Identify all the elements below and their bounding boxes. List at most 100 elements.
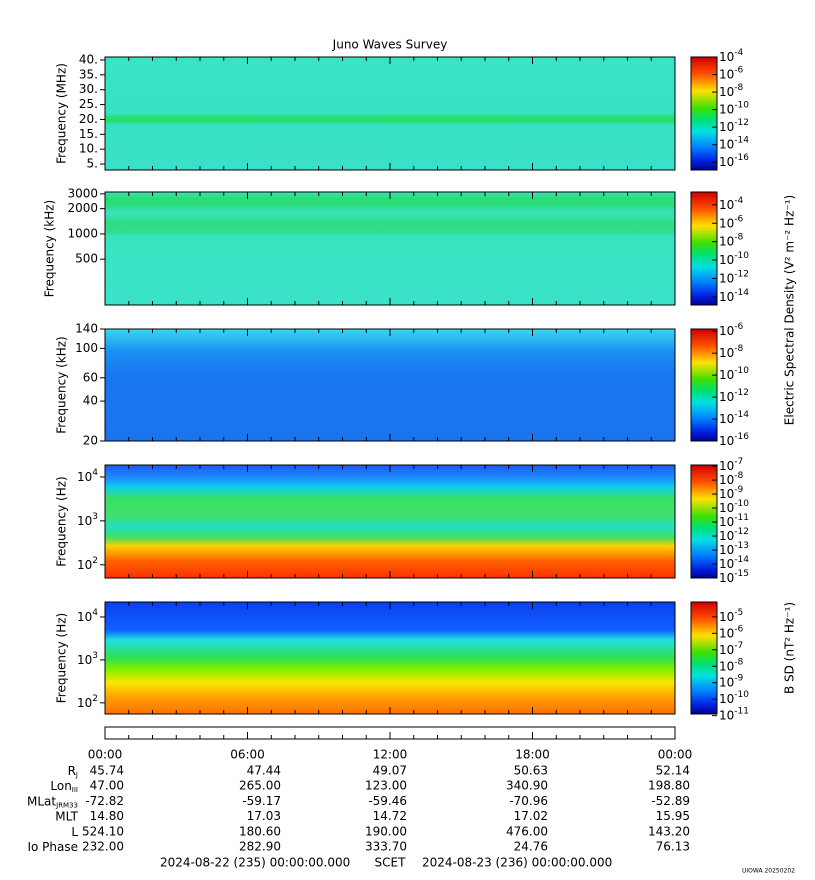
tick-exp: -12	[734, 118, 749, 128]
tick-exp: -16	[734, 153, 749, 163]
tick-exp: -12	[734, 388, 749, 398]
colorbar-tick-label: 10-11	[719, 706, 749, 722]
colorbar	[690, 328, 718, 442]
ephemeris-value: 282.90	[239, 840, 281, 854]
ephemeris-value: 232.00	[82, 840, 124, 854]
colorbar-tick-label: 10-12	[719, 269, 749, 285]
ephemeris-value: -59.46	[368, 794, 407, 808]
y-tick-label: 10.	[79, 142, 98, 156]
tick-base: 10	[719, 675, 734, 689]
watermark: UIOWA 20250202	[742, 868, 795, 875]
tick-base: 10	[77, 609, 92, 623]
ephemeris-label: Io Phase	[27, 840, 78, 854]
colorbar-tick-label: 10-14	[719, 555, 749, 571]
tick-base: 10	[719, 434, 734, 448]
colorbar-tick-label: 10-10	[719, 366, 749, 382]
tick-exp: -8	[734, 232, 743, 242]
colorbar-tick-label: 10-14	[719, 135, 749, 151]
tick-base: 10	[719, 390, 734, 404]
ephemeris-value: 476.00	[506, 824, 548, 838]
tick-exp: 2	[92, 693, 98, 703]
tick-base: 10	[719, 659, 734, 673]
colorbar-tick-label: 10-8	[719, 471, 744, 487]
y-tick-label: 15.	[79, 127, 98, 141]
tick-base: 10	[719, 234, 734, 248]
ephemeris-value: 123.00	[365, 779, 407, 793]
colorbar-tick-label: 10-6	[719, 214, 744, 230]
tick-exp: -10	[734, 100, 749, 110]
colorbar-tick-label: 10-12	[719, 118, 749, 134]
y-tick-label: 2000	[67, 201, 98, 215]
ephemeris-value: -72.82	[85, 794, 124, 808]
tick-base: 10	[719, 473, 734, 487]
colorbar-tick-label: 10-9	[719, 673, 744, 689]
tick-exp: -10	[734, 499, 749, 509]
tick-base: 10	[719, 487, 734, 501]
colorbar-tick-label: 10-6	[719, 624, 744, 640]
colorbar-tick-label: 10-5	[719, 607, 743, 623]
tick-exp: -5	[734, 607, 743, 617]
y-axis-label: Frequency (Hz)	[55, 613, 69, 704]
y-tick-label: 103	[77, 511, 98, 527]
spectrogram	[105, 57, 675, 170]
y-tick-label: 3000	[67, 186, 98, 200]
ephemeris-value: 333.70	[365, 840, 407, 854]
chart-title: Juno Waves Survey	[332, 38, 448, 52]
tick-exp: -7	[734, 640, 743, 650]
tick-base: 10	[719, 626, 734, 640]
tick-exp: -8	[734, 344, 743, 354]
footer-start: 2024-08-22 (235) 00:00:00.000	[160, 856, 350, 870]
time-tick-label: 00:00	[88, 748, 123, 762]
tick-exp: -6	[734, 624, 743, 634]
tick-exp: -15	[734, 569, 749, 579]
y-axis-label: Frequency (kHz)	[55, 336, 69, 433]
ephemeris-value: 49.07	[373, 764, 407, 778]
y-axis-label: Frequency (MHz)	[55, 63, 69, 164]
tick-exp: -14	[734, 410, 749, 420]
ephemeris-value: 265.00	[239, 779, 281, 793]
tick-base: 10	[719, 368, 734, 382]
colorbar-label: B SD (nT² Hz⁻¹)	[783, 602, 797, 694]
tick-exp: -8	[734, 657, 743, 667]
y-tick-label: 102	[77, 693, 98, 709]
y-tick-label: 40.	[79, 52, 98, 66]
colorbar-tick-label: 10-8	[719, 232, 744, 248]
y-axis-label: Frequency (kHz)	[43, 200, 57, 297]
tick-exp: -6	[734, 65, 743, 75]
spectrogram	[105, 192, 675, 305]
ephemeris-label-main: MLat	[27, 794, 56, 808]
ephemeris-value: 47.00	[90, 779, 124, 793]
y-tick-label: 500	[75, 252, 98, 266]
tick-base: 10	[77, 513, 92, 527]
tick-exp: -10	[734, 690, 749, 700]
ephemeris-value: 17.02	[514, 809, 548, 823]
ephemeris-label-sub: III	[72, 786, 78, 794]
colorbar-tick-label: 10-6	[719, 322, 744, 338]
colorbar-tick-label: 10-10	[719, 251, 749, 267]
tick-base: 10	[719, 197, 734, 211]
tick-exp: -16	[734, 432, 749, 442]
y-tick-label: 20.	[79, 112, 98, 126]
ephemeris-label: RJ	[68, 764, 78, 780]
tick-base: 10	[719, 85, 734, 99]
tick-base: 10	[719, 609, 734, 623]
tick-base: 10	[719, 67, 734, 81]
tick-base: 10	[719, 120, 734, 134]
tick-base: 10	[719, 571, 734, 585]
colorbar-label: Electric Spectral Density (V² m⁻² Hz⁻¹)	[783, 195, 797, 425]
time-tick-label: 00:00	[658, 748, 693, 762]
y-tick-label: 25.	[79, 97, 98, 111]
ephemeris-label-sub: JRM33	[55, 801, 78, 809]
ephemeris-value: 180.60	[239, 824, 281, 838]
colorbar-tick-label: 10-15	[719, 569, 749, 585]
ephemeris-label-main: R	[68, 764, 76, 778]
tick-base: 10	[77, 652, 92, 666]
ephemeris-value: -52.89	[651, 794, 690, 808]
colorbar-tick-label: 10-8	[719, 657, 744, 673]
tick-exp: -8	[734, 471, 743, 481]
colorbar	[690, 56, 718, 171]
y-tick-label: 1000	[67, 226, 98, 240]
tick-exp: -7	[734, 457, 743, 467]
colorbar-tick-label: 10-4	[719, 48, 744, 64]
